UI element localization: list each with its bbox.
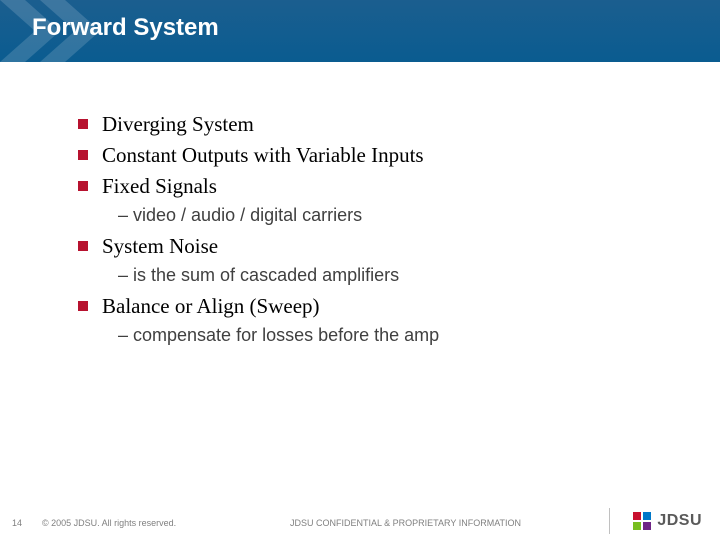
- footer-divider: [609, 508, 610, 534]
- bullet-item: Balance or Align (Sweep): [78, 294, 678, 319]
- sub-bullet-text: – video / audio / digital carriers: [118, 205, 678, 226]
- logo-mark-icon: [631, 510, 653, 532]
- bullet-item: Diverging System: [78, 112, 678, 137]
- slide-header: Forward System: [0, 0, 720, 62]
- bullet-square-icon: [78, 241, 88, 251]
- sub-bullet-text: – compensate for losses before the amp: [118, 325, 678, 346]
- slide-footer: 14 © 2005 JDSU. All rights reserved. JDS…: [0, 506, 720, 540]
- bullet-square-icon: [78, 181, 88, 191]
- slide: Forward System Diverging System Constant…: [0, 0, 720, 540]
- bullet-square-icon: [78, 301, 88, 311]
- copyright-text: © 2005 JDSU. All rights reserved.: [42, 518, 176, 528]
- bullet-item: Fixed Signals: [78, 174, 678, 199]
- bullet-item: System Noise: [78, 234, 678, 259]
- bullet-text: Constant Outputs with Variable Inputs: [102, 143, 424, 168]
- bullet-text: Balance or Align (Sweep): [102, 294, 320, 319]
- bullet-item: Constant Outputs with Variable Inputs: [78, 143, 678, 168]
- jdsu-logo: JDSU: [631, 510, 702, 532]
- bullet-text: System Noise: [102, 234, 218, 259]
- slide-title: Forward System: [32, 14, 219, 42]
- slide-content: Diverging System Constant Outputs with V…: [78, 112, 678, 354]
- logo-text: JDSU: [657, 512, 702, 530]
- bullet-square-icon: [78, 150, 88, 160]
- page-number: 14: [12, 518, 22, 528]
- sub-bullet: – video / audio / digital carriers: [118, 205, 678, 226]
- bullet-text: Diverging System: [102, 112, 254, 137]
- sub-bullet: – is the sum of cascaded amplifiers: [118, 265, 678, 286]
- bullet-text: Fixed Signals: [102, 174, 217, 199]
- sub-bullet: – compensate for losses before the amp: [118, 325, 678, 346]
- sub-bullet-text: – is the sum of cascaded amplifiers: [118, 265, 678, 286]
- confidential-text: JDSU CONFIDENTIAL & PROPRIETARY INFORMAT…: [290, 518, 521, 528]
- bullet-square-icon: [78, 119, 88, 129]
